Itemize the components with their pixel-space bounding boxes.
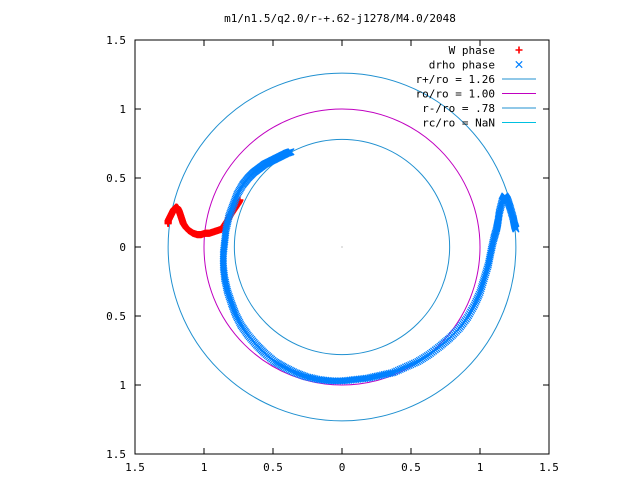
legend-label: r-/ro = .78 xyxy=(422,102,495,115)
drho-phase-point xyxy=(471,299,479,307)
drho-phase-point xyxy=(398,365,406,373)
reference-circle xyxy=(203,108,481,386)
x-tick-label: 1 xyxy=(201,461,208,474)
drho-phase-point xyxy=(480,275,488,283)
drho-phase-point xyxy=(479,279,487,287)
drho-phase-point xyxy=(473,296,481,304)
drho-phase-point xyxy=(391,368,399,376)
reference-circles xyxy=(167,72,517,422)
drho-phase-point xyxy=(412,358,420,366)
drho-phase-point xyxy=(482,267,491,275)
drho-phase-point xyxy=(482,269,490,277)
y-tick-label: 1 xyxy=(119,379,126,392)
drho-phase-point xyxy=(478,281,486,289)
y-tick-label: 1.5 xyxy=(106,34,126,47)
y-tick-label: 1.5 xyxy=(106,448,126,461)
drho-phase-point xyxy=(410,359,418,367)
drho-phase-point xyxy=(389,368,397,377)
drho-phase-point xyxy=(512,225,520,233)
drho-phase-point xyxy=(476,288,484,297)
x-tick-label: 0.5 xyxy=(401,461,421,474)
drho-phase-point xyxy=(477,284,485,293)
x-tick-label: 1.5 xyxy=(125,461,145,474)
x-tick-label: 0 xyxy=(339,461,346,474)
drho-phase-point xyxy=(479,277,488,285)
reference-circle xyxy=(167,72,517,422)
legend-label: W phase xyxy=(449,44,495,57)
drho-phase-point xyxy=(470,301,479,309)
drho-phase-point xyxy=(481,273,489,281)
drho-phase-point xyxy=(392,367,401,375)
legend-label: rc/ro = NaN xyxy=(422,117,495,130)
legend-label: r+/ro = 1.26 xyxy=(416,73,495,86)
drho-phase-point xyxy=(405,361,413,370)
legend-cross-swatch xyxy=(515,60,523,69)
y-tick-label: 0.5 xyxy=(106,310,126,323)
legend-label: ro/ro = 1.00 xyxy=(416,88,495,101)
drho-phase-point xyxy=(403,362,411,370)
legend-label: drho phase xyxy=(429,59,495,72)
y-tick-label: 1 xyxy=(119,103,126,116)
drho-phase-point xyxy=(394,366,403,374)
drho-phase-point xyxy=(474,294,482,302)
legend-plus-swatch xyxy=(515,46,523,54)
x-tick-label: 1 xyxy=(477,461,484,474)
chart-title: m1/n1.5/q2.0/r-+.62-j1278/M4.0/2048 xyxy=(224,12,456,25)
drho-phase-point xyxy=(478,283,486,291)
drho-phase-point xyxy=(401,363,410,371)
drho-phase-point xyxy=(476,286,485,295)
x-tick-label: 1.5 xyxy=(539,461,559,474)
drho-phase-point xyxy=(408,360,417,368)
y-tick-label: 0.5 xyxy=(106,172,126,185)
drho-phase-point xyxy=(407,361,415,369)
drho-phase-point xyxy=(472,297,480,306)
reference-circle xyxy=(233,138,451,356)
x-tick-label: 0.5 xyxy=(263,461,283,474)
origin-dot xyxy=(341,246,343,248)
drho-phase-point xyxy=(475,290,483,298)
drho-phase-point xyxy=(483,265,491,273)
axis-ticks: 1.5 1 0.5 0 0.5 1 1.51.510.500.511.5 xyxy=(106,34,559,474)
data-markers xyxy=(164,148,520,385)
drho-phase-point xyxy=(481,271,489,279)
drho-phase-point xyxy=(400,364,408,372)
drho-phase-point xyxy=(474,292,483,300)
drho-phase-point xyxy=(396,365,404,374)
y-tick-label: 0 xyxy=(119,241,126,254)
